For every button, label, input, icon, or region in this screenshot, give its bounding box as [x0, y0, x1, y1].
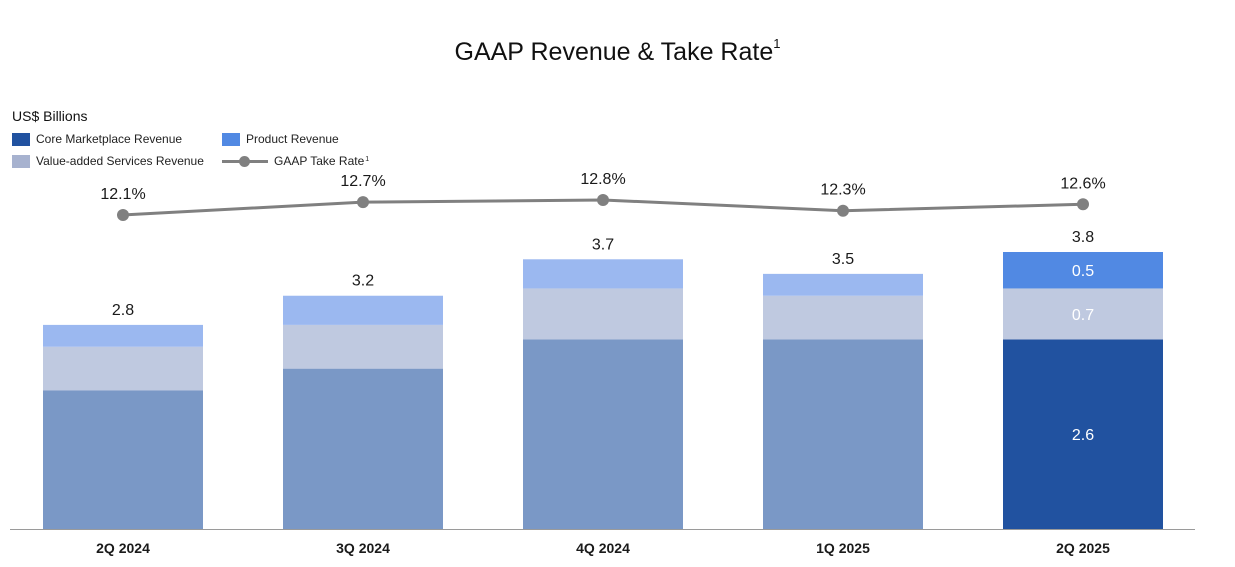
- legend-label-core: Core Marketplace Revenue: [36, 132, 183, 146]
- unit-label: US$ Billions: [12, 108, 88, 124]
- legend-label-take-rate: GAAP Take Rate: [274, 154, 365, 168]
- legend-label-product: Product Revenue: [246, 132, 339, 146]
- segment-label-1: 0.7: [1072, 307, 1094, 324]
- take-rate-label-2: 12.8%: [580, 171, 625, 188]
- bar-value-added-2: [523, 288, 683, 340]
- bar-value-added-0: [43, 346, 203, 391]
- bar-core-4: [1003, 339, 1163, 529]
- take-rate-label-3: 12.3%: [820, 182, 865, 199]
- bar-product-4: [1003, 252, 1163, 289]
- bar-value-added-3: [763, 295, 923, 340]
- total-label-0: 2.8: [112, 302, 134, 319]
- total-label-3: 3.5: [832, 251, 854, 268]
- bar-value-added-4: [1003, 288, 1163, 340]
- legend-swatch-value-added: [12, 154, 30, 168]
- category-label-0: 2Q 2024: [96, 540, 150, 556]
- category-label-1: 3Q 2024: [336, 540, 390, 556]
- segment-label-0: 2.6: [1072, 427, 1094, 444]
- category-label-4: 2Q 2025: [1056, 540, 1110, 556]
- take-rate-label-0: 12.1%: [100, 186, 145, 203]
- legend-label-value-added: Value-added Services Revenue: [36, 154, 204, 168]
- legend-swatch-core: [12, 132, 30, 146]
- legend-swatch-take-rate: [222, 154, 268, 168]
- take-rate-label-1: 12.7%: [340, 173, 385, 190]
- total-label-1: 3.2: [352, 273, 374, 290]
- bar-core-3: [763, 339, 923, 529]
- take-rate-point-0: [117, 209, 129, 221]
- total-label-2: 3.7: [592, 236, 614, 253]
- category-label-3: 1Q 2025: [816, 540, 870, 556]
- segment-label-2: 0.5: [1072, 263, 1094, 280]
- bar-product-0: [43, 324, 203, 347]
- bar-core-0: [43, 390, 203, 529]
- legend-take-rate: GAAP Take Rate 1: [222, 154, 369, 168]
- bar-product-2: [523, 259, 683, 289]
- legend-product: Product Revenue: [222, 132, 339, 146]
- take-rate-label-4: 12.6%: [1060, 175, 1105, 192]
- category-label-2: 4Q 2024: [576, 540, 630, 556]
- bar-product-3: [763, 273, 923, 296]
- legend-swatch-product: [222, 132, 240, 146]
- take-rate-point-3: [837, 204, 849, 217]
- bar-value-added-1: [283, 324, 443, 369]
- legend-value-added: Value-added Services Revenue: [12, 154, 204, 168]
- legend-core-marketplace: Core Marketplace Revenue: [12, 132, 182, 146]
- chart-title: GAAP Revenue & Take Rate1: [454, 35, 781, 66]
- take-rate-point-2: [597, 194, 609, 206]
- bar-product-1: [283, 295, 443, 325]
- bar-core-2: [523, 339, 683, 529]
- take-rate-point-4: [1077, 198, 1089, 211]
- bar-core-1: [283, 368, 443, 529]
- total-label-4: 3.8: [1072, 229, 1094, 246]
- take-rate-point-1: [357, 196, 369, 209]
